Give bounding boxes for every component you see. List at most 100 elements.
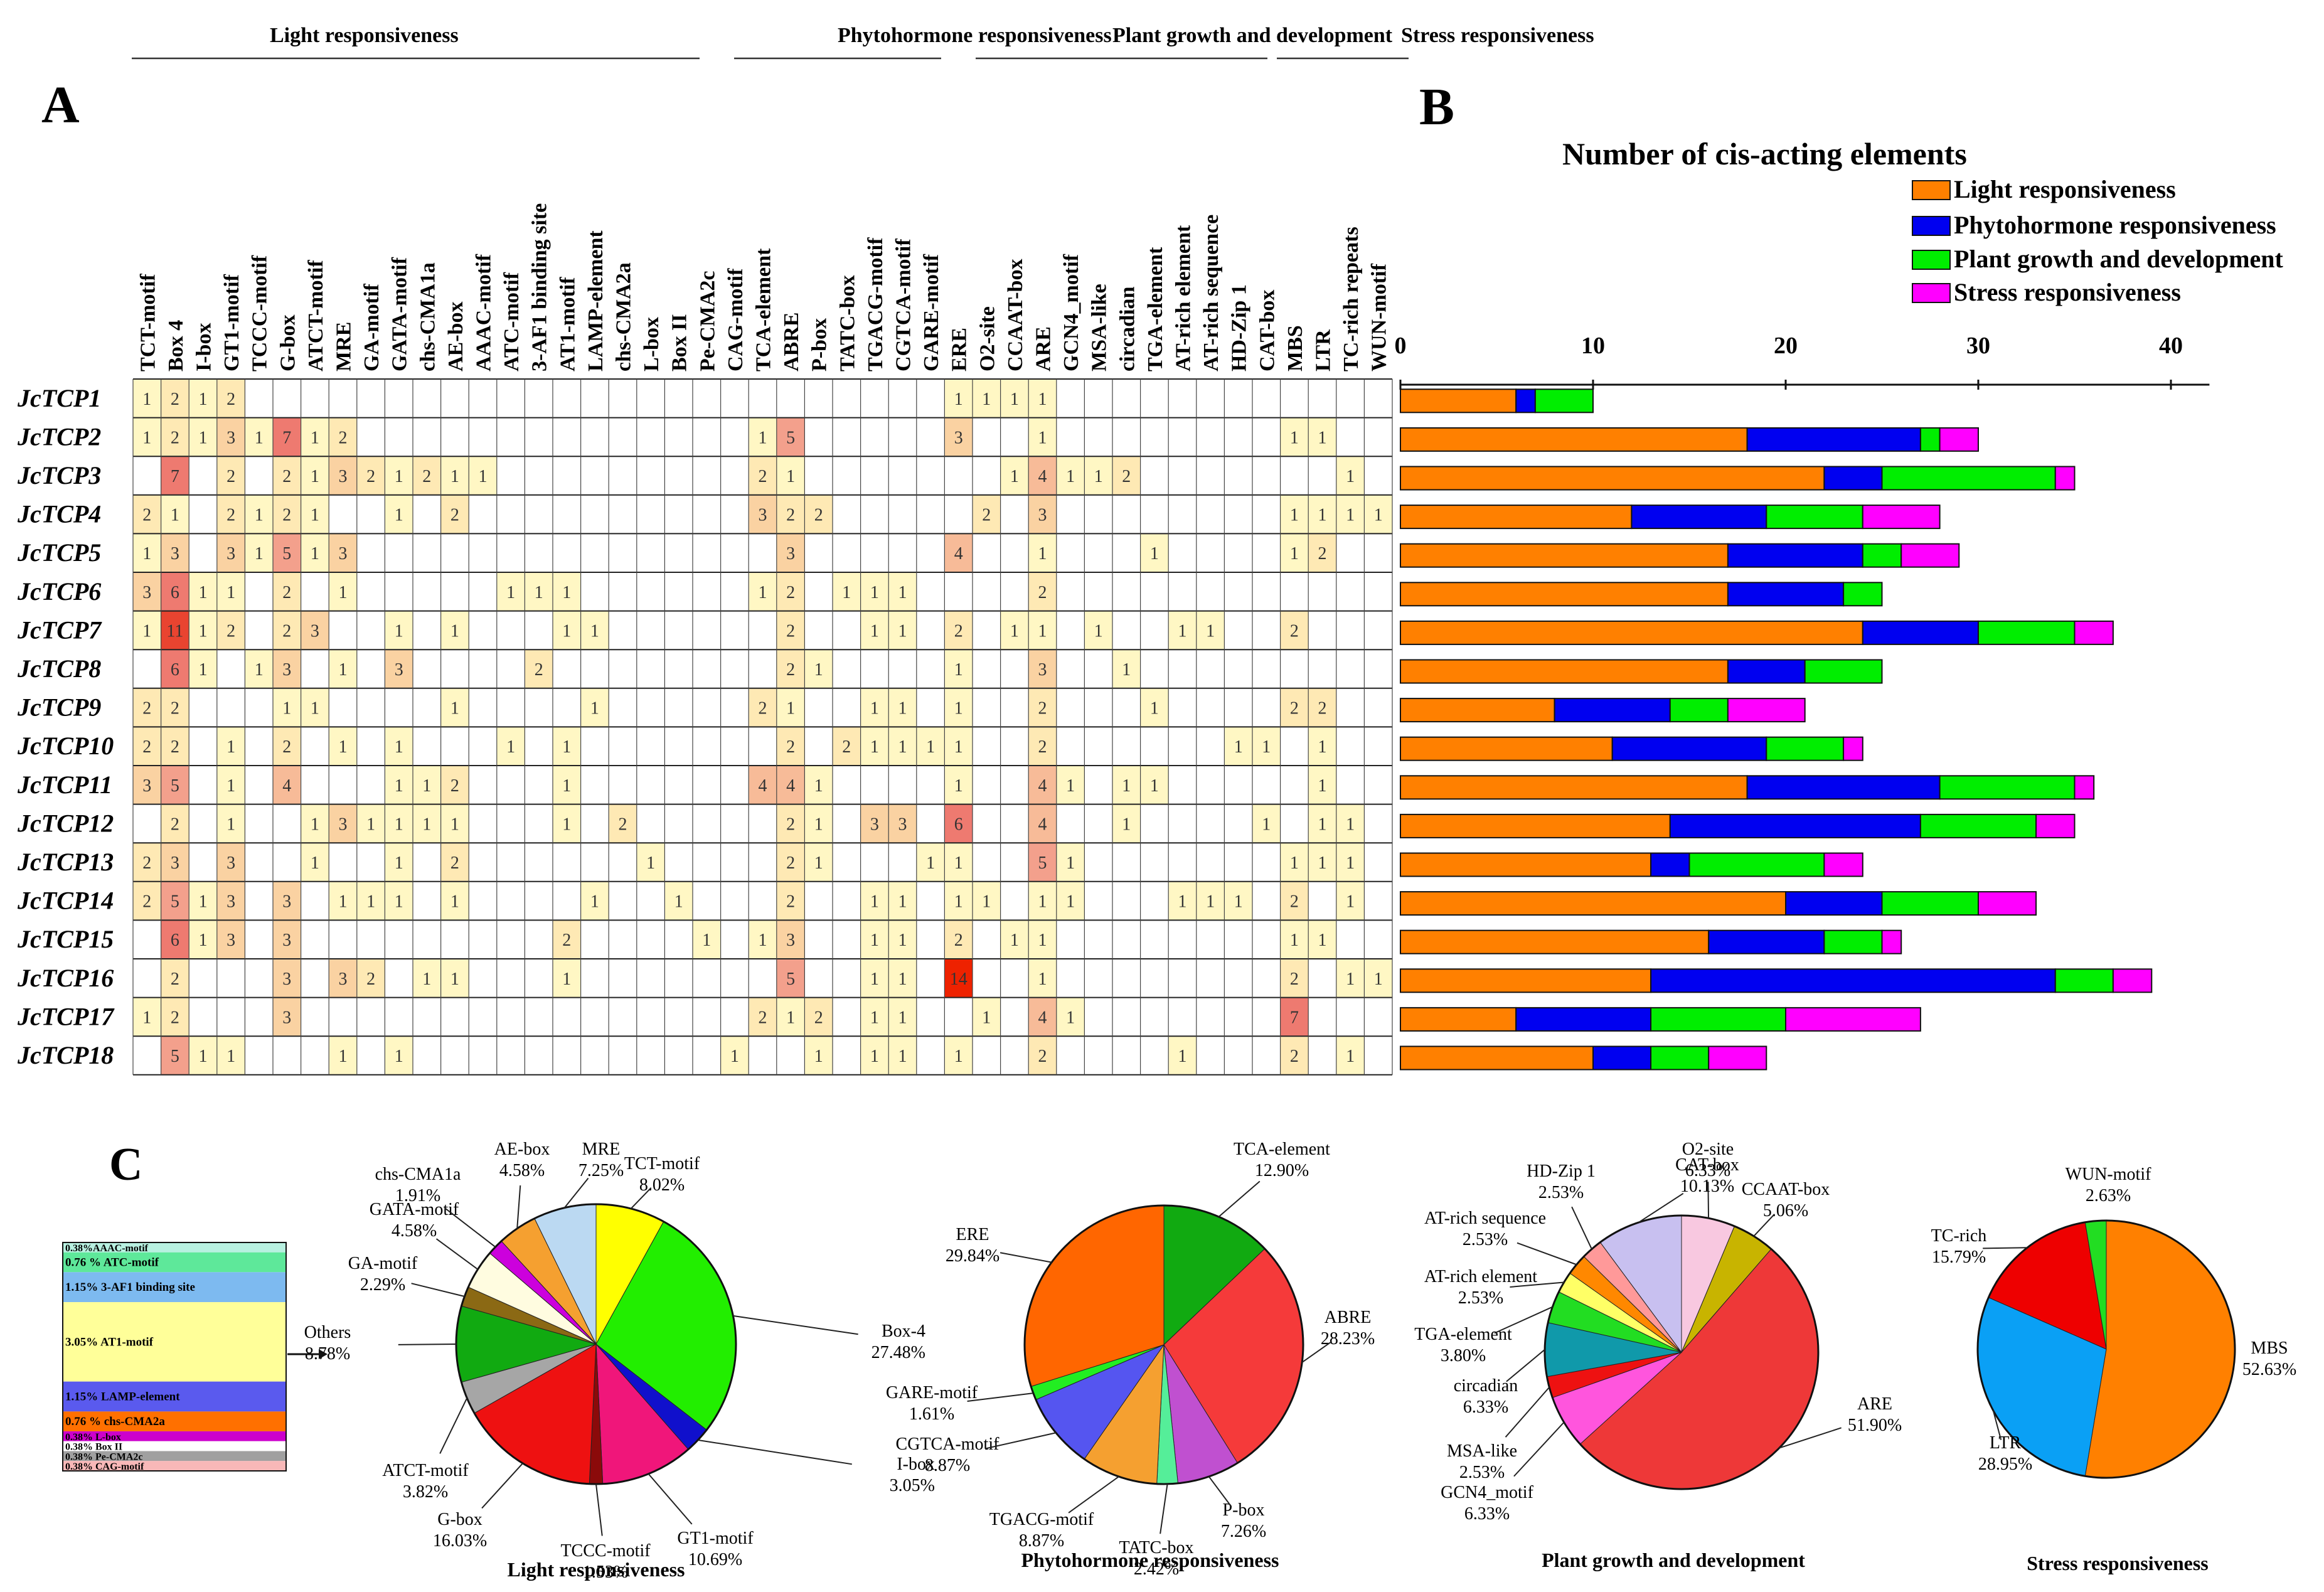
heatmap-value: 2 xyxy=(982,506,991,525)
heatmap-cell xyxy=(888,804,917,843)
pie-leader-line xyxy=(1506,1349,1545,1382)
others-label-0-38-aaac-motif: 0.38%AAAC-motif xyxy=(65,1243,149,1254)
heatmap-value: 4 xyxy=(1038,467,1047,486)
others-segment-0-76-chs-cma2a xyxy=(63,1411,286,1431)
heatmap-cell xyxy=(860,997,889,1037)
heatmap-value: 1 xyxy=(395,776,403,796)
heatmap-value: 2 xyxy=(422,467,431,486)
others-segment-0-38-pe-cma2c xyxy=(63,1451,286,1461)
heatmap-cell xyxy=(776,804,805,843)
legend-label-phytohormone-responsiveness: Phytohormone responsiveness xyxy=(1954,211,2276,239)
heatmap-value: 1 xyxy=(898,737,907,757)
heatmap-value: 1 xyxy=(506,737,515,757)
heatmap-value: 4 xyxy=(1038,815,1047,834)
heatmap-cell xyxy=(1056,843,1085,882)
heatmap-value: 3 xyxy=(759,506,767,525)
bar-phytohormone-responsiveness xyxy=(1592,1045,1652,1071)
heatmap-cell xyxy=(216,611,245,650)
others-label-0-38-pe-cma2c: 0.38% Pe-CMA2c xyxy=(65,1451,143,1462)
heatmap-value: 1 xyxy=(1094,467,1103,486)
bar-stress-responsiveness xyxy=(1727,698,1806,723)
heatmap-value: 2 xyxy=(814,506,823,525)
category-title-plant-growth-and-development: Plant growth and development xyxy=(1112,24,1393,47)
heatmap-value: 3 xyxy=(1038,506,1047,525)
heatmap-value: 2 xyxy=(814,1008,823,1027)
column-label-at-rich-sequence: AT-rich sequence xyxy=(1200,215,1223,371)
heatmap-cell xyxy=(553,727,581,766)
others-label-0-76-atc-motif: 0.76 % ATC-motif xyxy=(65,1256,159,1269)
pie-leader-line xyxy=(1505,1387,1550,1438)
heatmap-value: 1 xyxy=(1038,621,1047,641)
heatmap-cell xyxy=(413,456,441,495)
heatmap-value: 3 xyxy=(395,660,403,680)
heatmap-value: 1 xyxy=(646,853,655,873)
heatmap-cell xyxy=(329,417,357,457)
heatmap-value: 5 xyxy=(282,544,291,564)
heatmap-value: 2 xyxy=(282,737,291,757)
pie-label-tatc-box: TATC-box xyxy=(1119,1538,1193,1557)
heatmap-cell xyxy=(273,920,301,959)
heatmap-value: 1 xyxy=(954,853,963,873)
bar-phytohormone-responsiveness xyxy=(1727,582,1845,607)
heatmap-cell xyxy=(860,959,889,998)
heatmap-cell xyxy=(776,417,805,457)
heatmap-value: 1 xyxy=(255,660,264,680)
heatmap-value: 2 xyxy=(282,467,291,486)
heatmap-value: 2 xyxy=(339,428,348,447)
pie-value-at-rich-element: 2.53% xyxy=(1458,1288,1503,1308)
heatmap-value: 1 xyxy=(1178,892,1187,912)
bar-light-responsiveness xyxy=(1400,543,1729,568)
heatmap-cell xyxy=(749,920,777,959)
pie-value-i-box: 3.05% xyxy=(890,1476,935,1495)
pie-label-at-rich-sequence: AT-rich sequence xyxy=(1424,1209,1546,1228)
heatmap-cell xyxy=(1280,417,1309,457)
pie-label-i-box: I-box xyxy=(897,1455,935,1474)
heatmap-value: 1 xyxy=(1038,390,1047,409)
heatmap-value: 7 xyxy=(171,467,179,486)
heatmap-value: 1 xyxy=(1290,506,1299,525)
heatmap-cell xyxy=(161,494,189,534)
heatmap-value: 1 xyxy=(255,544,264,564)
heatmap-cell xyxy=(1280,997,1309,1037)
heatmap-cell xyxy=(1028,959,1057,998)
heatmap-value: 2 xyxy=(1038,1047,1047,1066)
heatmap-cell xyxy=(216,456,245,495)
heatmap-cell xyxy=(888,727,917,766)
heatmap-cell xyxy=(189,920,217,959)
bar-phytohormone-responsiveness xyxy=(1862,620,1980,645)
heatmap-value: 1 xyxy=(562,737,571,757)
legend-swatch-phytohormone-responsiveness xyxy=(1912,216,1951,236)
column-label-lamp-element: LAMP-element xyxy=(584,230,607,371)
heatmap-cell xyxy=(385,611,413,650)
heatmap-cell xyxy=(749,766,777,804)
heatmap-cell xyxy=(1196,611,1225,650)
x-tick-label: 10 xyxy=(1581,333,1605,359)
others-segment-1-15-lamp-element xyxy=(63,1381,286,1412)
pie-value-gare-motif: 1.61% xyxy=(909,1404,954,1424)
bar-plant-growth-and-development xyxy=(1862,543,1902,568)
heatmap-cell xyxy=(776,533,805,572)
pie-value-o2-site: 6.33% xyxy=(1685,1161,1730,1180)
heatmap-cell xyxy=(216,494,245,534)
heatmap-cell xyxy=(804,766,833,804)
heatmap-value: 2 xyxy=(142,853,151,873)
pie-title-plant-growth-and-development: Plant growth and development xyxy=(1542,1549,1805,1571)
bar-light-responsiveness xyxy=(1400,659,1729,684)
heatmap-value: 5 xyxy=(171,1047,179,1066)
heatmap-value: 1 xyxy=(199,583,208,602)
heatmap-cell xyxy=(1308,766,1336,804)
heatmap-cell xyxy=(1308,417,1336,457)
heatmap-cell xyxy=(1168,611,1197,650)
heatmap-value: 1 xyxy=(786,1008,795,1027)
others-bar-outline xyxy=(62,1242,287,1472)
pie-label-chs-cma1a: chs-CMA1a xyxy=(375,1165,461,1184)
heatmap-value: 1 xyxy=(870,699,879,719)
column-label-at1-motif: AT1-motif xyxy=(556,277,579,371)
heatmap-cell xyxy=(301,494,329,534)
heatmap-cell xyxy=(161,920,189,959)
heatmap-value: 1 xyxy=(171,506,179,525)
heatmap-value: 1 xyxy=(870,621,879,641)
heatmap-value: 4 xyxy=(1038,776,1047,796)
pie-value-tga-element: 3.80% xyxy=(1441,1346,1486,1365)
heatmap-value: 2 xyxy=(282,621,291,641)
